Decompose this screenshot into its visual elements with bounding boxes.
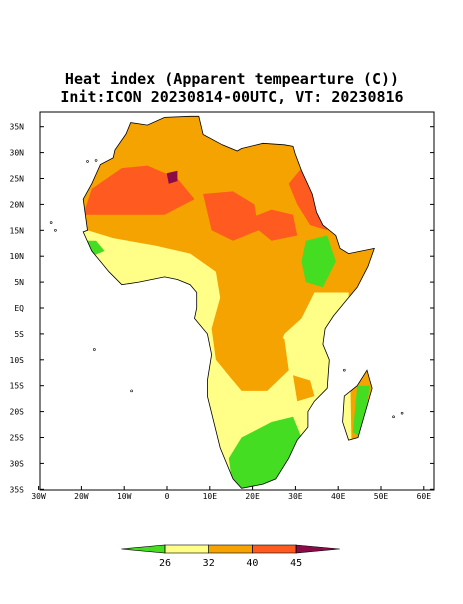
lat-label: 30N — [10, 149, 25, 158]
lat-label: 20N — [10, 200, 25, 209]
heat-region — [245, 209, 298, 241]
lat-label: 20S — [10, 408, 25, 417]
heat-region — [224, 328, 289, 391]
colorbar-label: 40 — [246, 558, 258, 569]
colorbar-segment — [252, 544, 297, 554]
lon-label: 20E — [245, 492, 260, 501]
lat-label: 25S — [10, 434, 25, 443]
title: Heat index (Apparent tempearture (C)) — [65, 70, 399, 88]
colorbar-segment — [208, 544, 253, 554]
colorbar: 26 32 40 45 — [121, 544, 340, 569]
map-frame — [39, 111, 435, 491]
subtitle: Init:ICON 20230814-00UTC, VT: 20230816 — [60, 88, 403, 106]
heat-region — [352, 385, 370, 438]
lat-label: 15N — [10, 226, 25, 235]
colorbar-low — [121, 544, 166, 554]
lon-label: 20W — [74, 492, 89, 501]
lat-label: EQ — [14, 304, 24, 313]
lat-label: 10N — [10, 252, 25, 261]
island — [392, 415, 395, 419]
lat-label: 15S — [10, 382, 25, 391]
lat-label: 5N — [14, 278, 24, 287]
lat-label: 5S — [14, 330, 24, 339]
island — [54, 229, 57, 232]
heat-region — [203, 191, 259, 241]
lat-label: 35N — [10, 123, 25, 132]
island — [93, 348, 96, 351]
lon-label: 30W — [31, 492, 46, 501]
lon-label: 10E — [203, 492, 218, 501]
colorbar-label: 32 — [203, 558, 215, 569]
island — [400, 411, 404, 415]
heat-region — [301, 235, 336, 288]
island — [343, 368, 346, 372]
lat-label: 25N — [10, 175, 25, 184]
lat-label: 30S — [10, 459, 25, 468]
lat-label: 35S — [10, 485, 25, 494]
heat-region — [166, 170, 178, 184]
colorbar-label: 45 — [290, 558, 302, 569]
coastline — [82, 115, 375, 489]
heat-field — [83, 116, 375, 489]
lon-label: 30E — [288, 492, 303, 501]
lon-label: 10W — [117, 492, 132, 501]
lon-label: 50E — [374, 492, 389, 501]
island — [86, 160, 89, 163]
heat-region — [151, 188, 174, 210]
lon-label: 0 — [165, 492, 170, 501]
colorbar-segment — [164, 544, 210, 554]
colorbar-label: 26 — [159, 558, 171, 569]
island — [130, 389, 133, 393]
map — [49, 115, 404, 489]
lon-label: 60E — [417, 492, 432, 501]
lat-label: 10S — [10, 356, 25, 365]
colorbar-high — [295, 544, 340, 554]
island — [94, 159, 98, 162]
heat-region — [293, 375, 315, 402]
island — [49, 221, 53, 224]
lon-label: 40E — [331, 492, 346, 501]
